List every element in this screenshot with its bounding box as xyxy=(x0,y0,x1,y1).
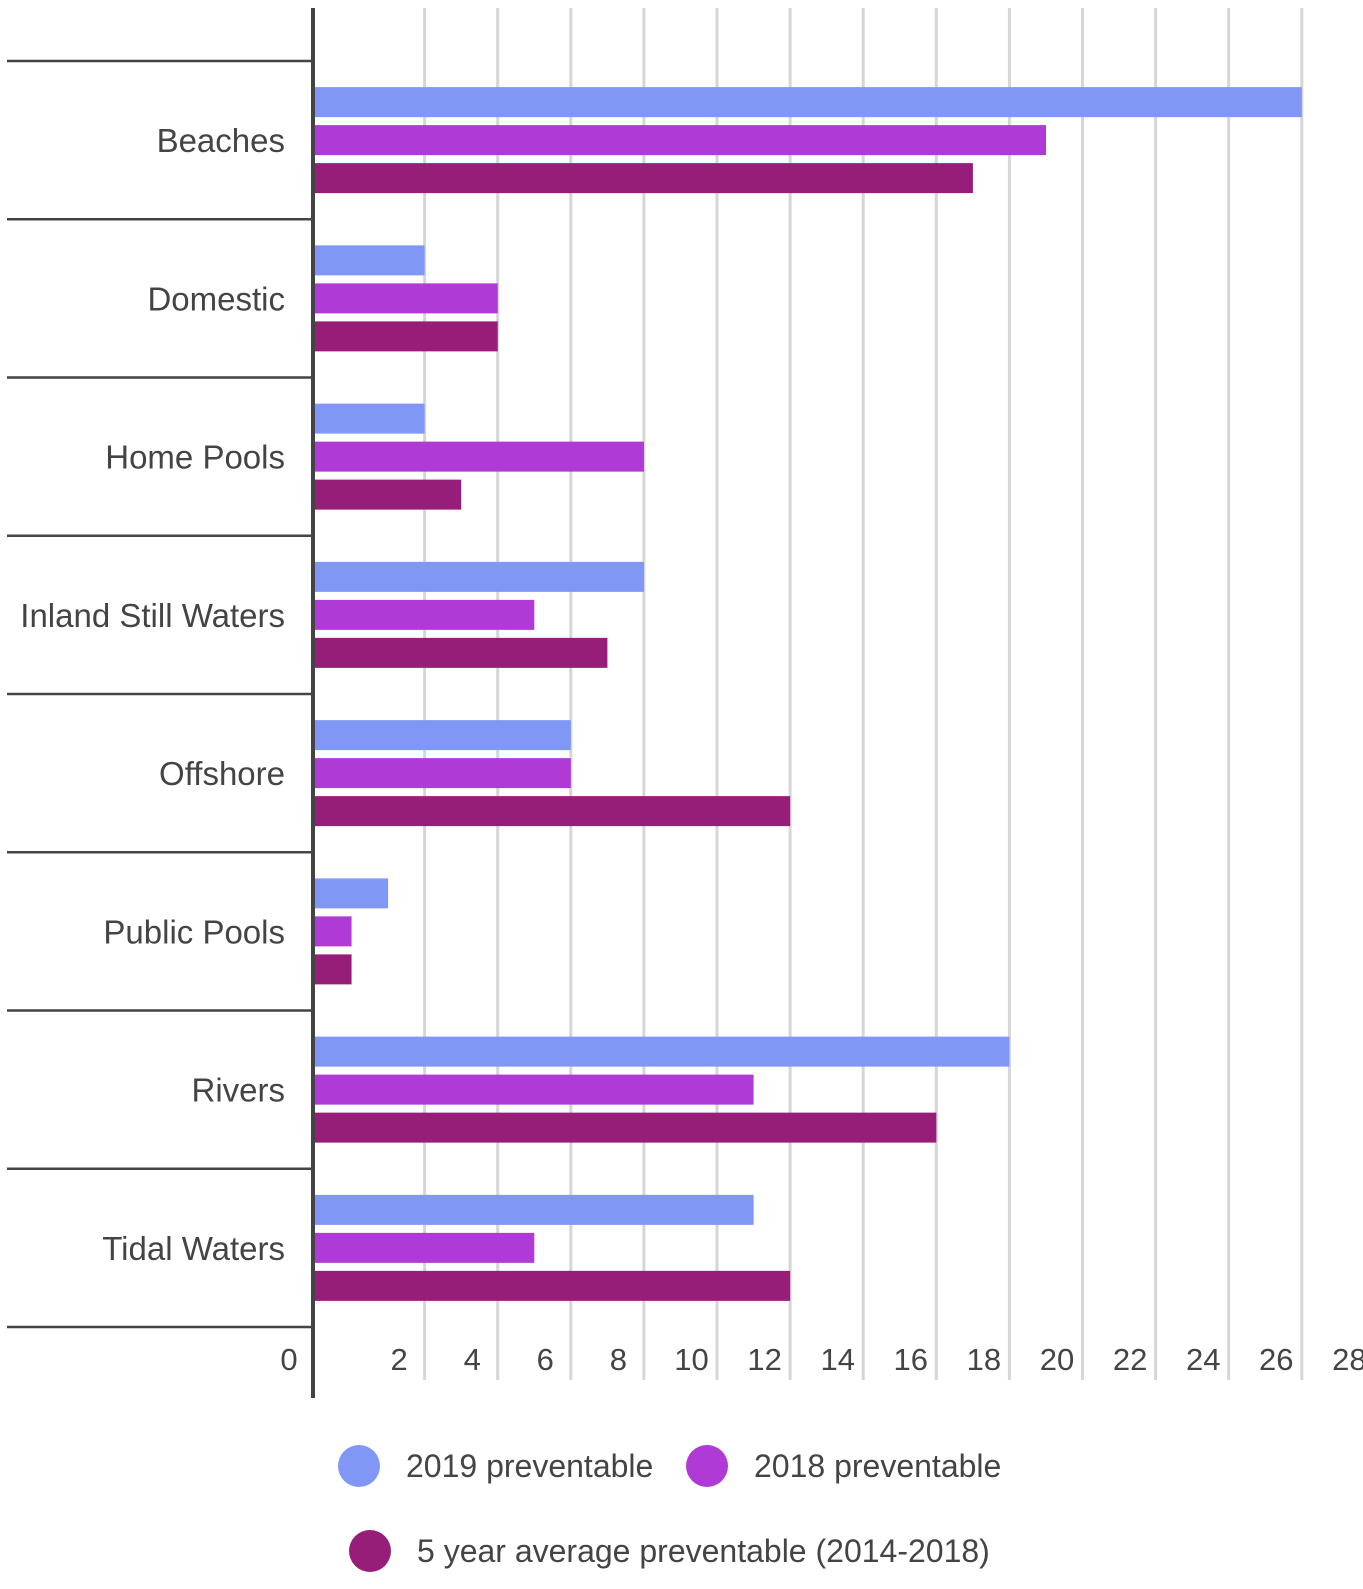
bar-public-pools-2018-preventable xyxy=(315,916,352,947)
bar-offshore-5-year-average-preventable-2014-2018 xyxy=(315,796,791,827)
x-tick-label-6: 6 xyxy=(537,1342,554,1377)
bar-home-pools-2018-preventable xyxy=(315,441,644,472)
x-tick-label-26: 26 xyxy=(1259,1342,1293,1377)
bar-domestic-5-year-average-preventable-2014-2018 xyxy=(315,321,498,352)
legend-item-2018-preventable: 2018 preventable xyxy=(686,1445,1001,1487)
category-label-public-pools: Public Pools xyxy=(103,913,285,950)
x-tick-label-4: 4 xyxy=(464,1342,481,1377)
bar-offshore-2018-preventable xyxy=(315,758,571,789)
x-tick-label-12: 12 xyxy=(747,1342,781,1377)
bar-tidal-waters-2019-preventable xyxy=(315,1194,754,1225)
bar-offshore-2019-preventable xyxy=(315,720,571,751)
x-tick-label-2: 2 xyxy=(390,1342,407,1377)
category-label-inland-still-waters: Inland Still Waters xyxy=(20,597,285,634)
bar-home-pools-5-year-average-preventable-2014-2018 xyxy=(315,479,462,510)
bars xyxy=(315,87,1302,1301)
legend: 2019 preventable 2018 preventable 5 year a… xyxy=(338,1445,1001,1572)
category-label-offshore: Offshore xyxy=(159,755,285,792)
category-separators xyxy=(7,59,313,1329)
x-tick-label-0: 0 xyxy=(280,1342,297,1377)
category-label-rivers: Rivers xyxy=(191,1072,285,1109)
legend-label-2019-preventable: 2019 preventable xyxy=(406,1448,653,1484)
x-tick-labels: 0 2 4 6 8 10 12 14 16 18 20 22 24 26 28 xyxy=(280,1342,1363,1377)
legend-swatch-5-year-average-preventable-2014-2018 xyxy=(349,1530,391,1572)
bar-home-pools-2019-preventable xyxy=(315,403,425,434)
legend-item-2019-preventable: 2019 preventable xyxy=(338,1445,653,1487)
bar-rivers-2019-preventable xyxy=(315,1036,1010,1067)
legend-swatch-2019-preventable xyxy=(338,1445,380,1487)
bar-domestic-2018-preventable xyxy=(315,283,498,314)
legend-label-5-year-average-preventable-2014-2018: 5 year average preventable (2014-2018) xyxy=(417,1533,990,1569)
x-tick-label-8: 8 xyxy=(610,1342,627,1377)
x-tick-label-18: 18 xyxy=(967,1342,1001,1377)
category-labels: Beaches Domestic Home Pools Inland Still Wa… xyxy=(20,122,285,1267)
bar-inland-still-waters-2018-preventable xyxy=(315,599,535,630)
category-label-tidal-waters: Tidal Waters xyxy=(102,1230,285,1267)
bar-tidal-waters-5-year-average-preventable-2014-2018 xyxy=(315,1270,791,1301)
x-tick-label-10: 10 xyxy=(674,1342,708,1377)
gridlines xyxy=(423,8,1304,1380)
category-label-beaches: Beaches xyxy=(157,122,285,159)
x-tick-label-20: 20 xyxy=(1040,1342,1074,1377)
bar-public-pools-2019-preventable xyxy=(315,878,389,909)
legend-item-5-year-average-preventable-2014-2018: 5 year average preventable (2014-2018) xyxy=(349,1530,990,1572)
bar-beaches-2019-preventable xyxy=(315,87,1302,118)
bar-domestic-2019-preventable xyxy=(315,245,425,276)
legend-label-2018-preventable: 2018 preventable xyxy=(754,1448,1001,1484)
bar-beaches-5-year-average-preventable-2014-2018 xyxy=(315,163,973,194)
bar-beaches-2018-preventable xyxy=(315,125,1046,156)
bar-inland-still-waters-5-year-average-preventable-2014-2018 xyxy=(315,637,608,668)
x-tick-label-14: 14 xyxy=(820,1342,854,1377)
bar-tidal-waters-2018-preventable xyxy=(315,1232,535,1263)
x-tick-label-16: 16 xyxy=(894,1342,928,1377)
category-label-domestic: Domestic xyxy=(147,280,285,317)
category-label-home-pools: Home Pools xyxy=(105,439,285,476)
legend-swatch-2018-preventable xyxy=(686,1445,728,1487)
bar-rivers-2018-preventable xyxy=(315,1074,754,1105)
bar-inland-still-waters-2019-preventable xyxy=(315,561,644,592)
x-tick-label-22: 22 xyxy=(1113,1342,1147,1377)
x-tick-label-24: 24 xyxy=(1186,1342,1220,1377)
x-tick-label-28: 28 xyxy=(1332,1342,1363,1377)
bar-rivers-5-year-average-preventable-2014-2018 xyxy=(315,1112,937,1143)
bar-public-pools-5-year-average-preventable-2014-2018 xyxy=(315,954,352,985)
